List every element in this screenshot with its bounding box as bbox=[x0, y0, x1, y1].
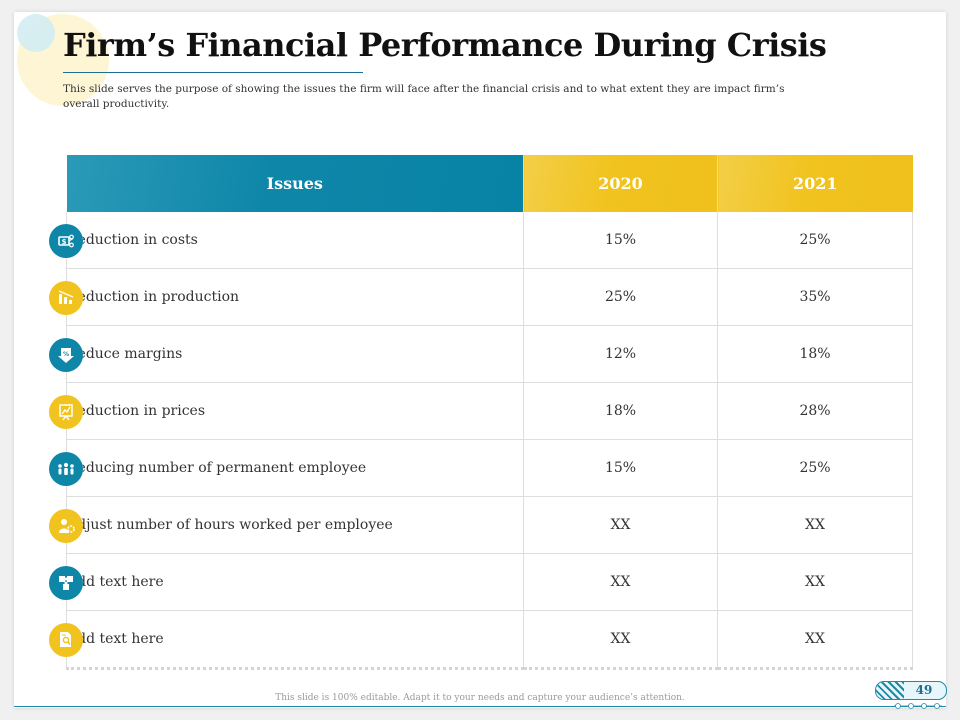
value-2020-cell: 15% bbox=[523, 439, 718, 497]
issue-cell: Reduce margins bbox=[66, 325, 524, 383]
table-row: Adjust number of hours worked per employ… bbox=[66, 496, 913, 554]
worker-gears-icon bbox=[49, 509, 83, 543]
table-row: Add text here XX XX bbox=[66, 553, 913, 611]
page-number: 49 bbox=[915, 683, 933, 697]
value-2021-cell: 28% bbox=[717, 382, 913, 440]
table-row: Reduce margins 12% 18% bbox=[66, 325, 913, 383]
puzzle-pieces-icon bbox=[49, 566, 83, 600]
svg-text:%: % bbox=[63, 351, 69, 358]
value-2020-cell: 18% bbox=[523, 382, 718, 440]
value-2021-cell: 25% bbox=[717, 439, 913, 497]
value-2021-cell: XX bbox=[717, 496, 913, 554]
footer-note: This slide is 100% editable. Adapt it to… bbox=[275, 693, 685, 703]
page-title: Firm’s Financial Performance During Cris… bbox=[63, 26, 827, 64]
table-row: Reduction in production 25% 35% bbox=[66, 268, 913, 326]
value-2021-cell: 35% bbox=[717, 268, 913, 326]
header-2020: 2020 bbox=[523, 155, 718, 212]
slide: Firm’s Financial Performance During Cris… bbox=[14, 12, 947, 709]
value-2021-cell: XX bbox=[717, 610, 913, 670]
document-search-icon bbox=[49, 623, 83, 657]
value-2020-cell: 25% bbox=[523, 268, 718, 326]
value-2021-cell: 25% bbox=[717, 212, 913, 269]
value-2020-cell: 12% bbox=[523, 325, 718, 383]
issue-cell: Adjust number of hours worked per employ… bbox=[66, 496, 524, 554]
issue-cell: Reduction in production bbox=[66, 268, 524, 326]
value-2021-cell: XX bbox=[717, 553, 913, 611]
issue-cell: Add text here bbox=[66, 553, 524, 611]
table-header-row: Issues 2020 2021 bbox=[66, 155, 913, 212]
issues-table: Issues 2020 2021 Reduction in costs 15% … bbox=[66, 155, 913, 670]
money-cut-icon: $ bbox=[49, 224, 83, 258]
table-row: Reducing number of permanent employee 15… bbox=[66, 439, 913, 497]
issue-cell: Reduction in costs bbox=[66, 212, 524, 269]
issue-cell: Reducing number of permanent employee bbox=[66, 439, 524, 497]
page-number-badge: 49 bbox=[875, 681, 947, 700]
header-issues: Issues bbox=[66, 155, 524, 212]
header-2021: 2021 bbox=[717, 155, 913, 212]
decorative-circle-teal bbox=[17, 14, 55, 52]
issue-cell: Reduction in prices bbox=[66, 382, 524, 440]
declining-bars-icon bbox=[49, 281, 83, 315]
footer-divider bbox=[14, 706, 946, 707]
value-2020-cell: XX bbox=[523, 553, 718, 611]
table-row: Reduction in costs 15% 25% bbox=[66, 212, 913, 269]
dot-chain-decoration bbox=[894, 703, 942, 709]
price-chart-icon bbox=[49, 395, 83, 429]
slide-description: This slide serves the purpose of showing… bbox=[63, 83, 785, 110]
hatch-decoration bbox=[876, 682, 904, 699]
svg-text:$: $ bbox=[62, 238, 67, 246]
issue-cell: Add text here bbox=[66, 610, 524, 670]
value-2020-cell: XX bbox=[523, 610, 718, 670]
title-underline bbox=[63, 72, 363, 73]
value-2021-cell: 18% bbox=[717, 325, 913, 383]
value-2020-cell: XX bbox=[523, 496, 718, 554]
people-group-icon bbox=[49, 452, 83, 486]
value-2020-cell: 15% bbox=[523, 212, 718, 269]
percent-down-icon: % bbox=[49, 338, 83, 372]
table-row: Add text here XX XX bbox=[66, 610, 913, 670]
table-row: Reduction in prices 18% 28% bbox=[66, 382, 913, 440]
